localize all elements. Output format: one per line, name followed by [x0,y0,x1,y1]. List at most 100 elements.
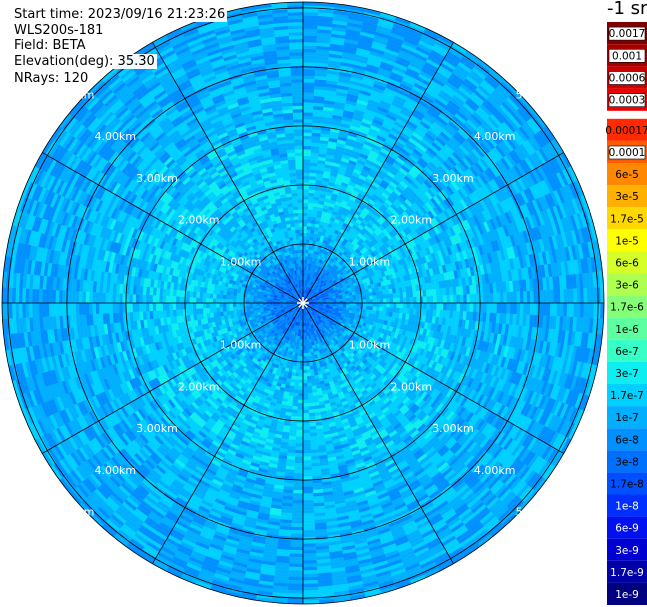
range-gate-cell [382,307,387,312]
range-gate-cell [386,298,391,304]
range-gate-cell [302,215,308,220]
range-gate-cell [356,296,360,301]
range-gate-cell [233,291,238,297]
range-gate-cell [295,236,300,240]
range-gate-cell [297,399,304,404]
range-gate-cell [362,299,367,304]
range-gate-cell [300,352,304,357]
range-gate-cell [299,369,304,374]
range-gate-cell [366,306,370,311]
range-gate-cell [226,294,230,300]
range-gate-cell [192,302,197,309]
range-gate-cell [295,372,300,377]
range-gate-cell [307,386,313,390]
range-gate-cell [302,389,308,394]
range-gate-cell [295,165,304,170]
range-gate-cell [295,439,304,444]
range-gate-cell [209,293,214,299]
range-gate-cell [185,296,190,304]
range-gate-cell [212,302,217,308]
range-gate-cell [222,302,227,308]
range-gate-cell [222,306,227,312]
range-gate-cell [372,291,377,296]
range-gate-cell [296,179,304,183]
range-gate-cell [309,362,314,367]
range-gate-cell [297,202,304,207]
range-gate-cell [291,409,298,414]
range-gate-cell [379,302,384,308]
range-gate-cell [288,435,297,441]
range-gate-cell [429,302,434,310]
range-gate-cell [423,296,427,304]
range-gate-cell [179,309,184,317]
range-gate-cell [299,239,304,244]
range-gate-cell [302,396,309,401]
range-gate-cell [306,232,311,237]
range-gate-cell [302,202,309,207]
range-gate-cell [306,239,310,244]
range-gate-cell [182,302,187,310]
range-gate-cell [229,298,234,304]
range-gate-cell [302,372,308,377]
range-gate-cell [426,296,431,304]
range-gate-cell [291,233,297,238]
range-gate-cell [296,189,304,193]
range-gate-cell [366,299,371,304]
range-gate-cell [309,365,314,370]
range-gate-cell [302,219,308,223]
range-gate-cell [302,369,307,374]
range-gate-cell [307,219,312,224]
range-gate-cell [299,362,304,367]
range-gate-cell [297,393,304,397]
range-gate-cell [305,246,310,250]
range-gate-cell [293,389,299,394]
range-gate-cell [182,296,187,304]
range-gate-cell [306,366,311,370]
range-gate-cell [223,310,228,316]
range-gate-cell [336,299,340,302]
range-gate-cell [179,296,183,304]
range-gate-cell [266,304,270,307]
range-gate-cell [232,295,237,300]
range-gate-cell [232,306,237,311]
range-gate-cell [310,372,315,377]
range-gate-cell [165,302,170,311]
range-gate-cell [402,292,407,298]
range-gate-cell [195,297,200,304]
range-gate-cell [429,296,434,304]
range-gate-cell [242,299,247,304]
range-gate-cell [302,169,311,173]
range-gate-cell [175,302,180,310]
range-gate-cell [302,416,310,421]
range-gate-cell [222,294,227,300]
range-gate-cell [297,195,304,200]
range-gate-cell [362,292,367,297]
range-gate-cell [185,302,190,310]
range-gate-cell [305,352,309,357]
range-gate-cell [222,298,227,304]
range-gate-cell [302,359,307,364]
range-gate-cell [309,179,317,184]
range-gate-cell [309,435,318,441]
range-gate-cell [362,296,367,300]
range-gate-cell [302,403,309,407]
range-gate-cell [296,416,304,421]
range-gate-cell [302,356,307,361]
range-gate-cell [199,297,203,304]
range-gate-cell [192,308,197,315]
range-gate-cell [302,192,309,197]
range-gate-cell [395,292,401,299]
range-gate-cell [392,307,397,313]
range-gate-cell [356,299,361,304]
range-gate-cell [302,232,307,237]
range-gate-cell [422,289,427,297]
range-gate-cell [299,232,304,237]
range-gate-cell [296,423,304,427]
range-gate-cell [389,293,394,299]
range-gate-cell [365,292,370,297]
range-gate-cell [296,362,300,367]
range-gate-cell [298,262,302,267]
range-gate-cell [236,306,240,311]
range-gate-cell [306,222,312,227]
